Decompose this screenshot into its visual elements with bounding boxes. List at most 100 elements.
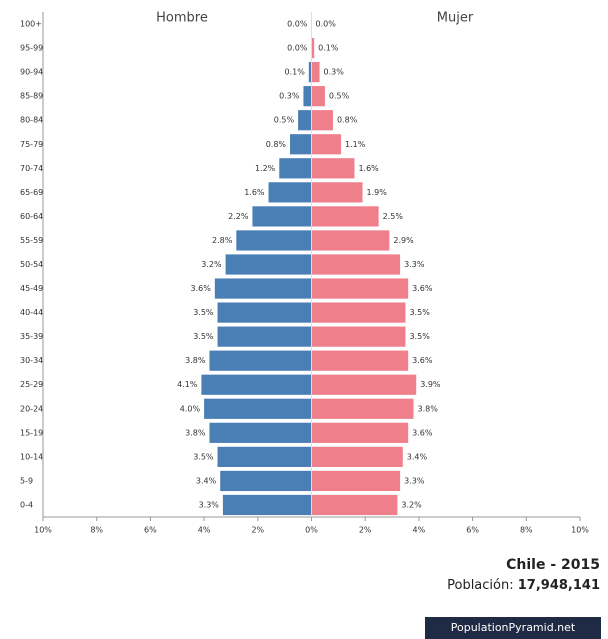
- value-label: 3.3%: [404, 260, 425, 269]
- bar: [209, 422, 312, 443]
- value-label: 0.3%: [279, 92, 300, 101]
- source: PopulationPyramid.net: [451, 621, 576, 634]
- y-tick-label: 65-69: [20, 188, 43, 197]
- bar: [311, 134, 342, 155]
- value-label: 3.5%: [193, 308, 214, 317]
- bar: [311, 494, 398, 516]
- y-tick-label: 40-44: [20, 308, 43, 317]
- x-tick-label: 2%: [251, 526, 264, 535]
- bar: [311, 398, 414, 419]
- x-tick-label: 4%: [198, 526, 211, 535]
- value-label: 0.0%: [287, 44, 308, 53]
- value-label: 3.6%: [412, 428, 433, 437]
- value-label: 3.4%: [196, 476, 217, 485]
- bar: [311, 206, 379, 227]
- y-tick-label: 85-89: [20, 92, 43, 101]
- population-value: 17,948,141: [518, 578, 600, 593]
- value-label: 1.6%: [244, 188, 265, 197]
- value-label: 2.5%: [383, 212, 404, 221]
- y-tick-label: 20-24: [20, 404, 43, 413]
- bar: [217, 326, 312, 347]
- bar: [303, 86, 312, 107]
- bar: [222, 494, 312, 516]
- x-tick-label: 0%: [305, 526, 318, 535]
- y-tick-label: 80-84: [20, 116, 43, 125]
- bar: [311, 470, 401, 492]
- x-tick-label: 8%: [520, 526, 533, 535]
- y-tick-label: 0-4: [20, 500, 33, 509]
- value-label: 3.5%: [193, 332, 214, 341]
- y-tick-label: 100+: [20, 20, 42, 29]
- bar: [311, 158, 355, 179]
- y-tick-label: 75-79: [20, 140, 43, 149]
- value-label: 0.0%: [316, 20, 337, 29]
- x-tick-label: 8%: [90, 526, 103, 535]
- value-label: 3.3%: [404, 476, 425, 485]
- bar: [311, 62, 320, 83]
- value-label: 1.6%: [358, 164, 379, 173]
- bar: [311, 374, 417, 395]
- value-label: 3.5%: [409, 332, 430, 341]
- bar: [220, 470, 312, 492]
- value-label: 4.0%: [180, 404, 201, 413]
- legend-left: Hombre: [156, 11, 208, 26]
- y-tick-label: 30-34: [20, 356, 43, 365]
- bar: [268, 182, 312, 203]
- bar: [311, 230, 390, 251]
- value-label: 4.1%: [177, 380, 198, 389]
- bar: [311, 182, 363, 203]
- y-tick-label: 10-14: [20, 452, 43, 461]
- population-label: Población:: [447, 578, 514, 593]
- value-label: 3.4%: [407, 452, 428, 461]
- value-label: 1.9%: [367, 188, 388, 197]
- bar: [225, 254, 312, 275]
- population: Población: 17,948,141: [447, 578, 600, 593]
- bar: [311, 446, 403, 467]
- y-tick-label: 60-64: [20, 212, 43, 221]
- y-tick-label: 35-39: [20, 332, 43, 341]
- value-label: 2.9%: [393, 236, 414, 245]
- source-badge: [425, 617, 601, 639]
- chart-title: Chile - 2015: [506, 557, 600, 573]
- y-tick-label: 25-29: [20, 380, 43, 389]
- y-tick-label: 90-94: [20, 68, 43, 77]
- value-label: 3.8%: [418, 404, 439, 413]
- y-tick-label: 55-59: [20, 236, 43, 245]
- value-label: 3.5%: [193, 452, 214, 461]
- value-label: 3.8%: [185, 428, 206, 437]
- value-label: 3.2%: [201, 260, 222, 269]
- value-label: 0.3%: [324, 68, 345, 77]
- bar: [311, 86, 325, 107]
- bar: [279, 158, 312, 179]
- value-label: 0.0%: [287, 20, 308, 29]
- value-label: 0.5%: [329, 92, 350, 101]
- value-label: 3.3%: [199, 500, 220, 509]
- x-tick-label: 10%: [34, 526, 52, 535]
- value-label: 0.5%: [274, 116, 295, 125]
- x-tick-label: 4%: [413, 526, 426, 535]
- value-label: 3.2%: [401, 500, 422, 509]
- x-tick-label: 2%: [359, 526, 372, 535]
- bar: [204, 398, 312, 419]
- bar: [311, 37, 315, 59]
- bar: [311, 326, 406, 347]
- bar: [217, 446, 312, 467]
- value-label: 1.1%: [345, 140, 366, 149]
- value-label: 2.8%: [212, 236, 233, 245]
- bar: [214, 278, 312, 299]
- legend-right: Mujer: [437, 11, 474, 26]
- bar: [236, 230, 312, 251]
- bar: [290, 134, 312, 155]
- value-label: 3.9%: [420, 380, 441, 389]
- bar: [311, 110, 333, 131]
- bar: [252, 206, 312, 227]
- bar: [311, 302, 406, 323]
- y-tick-label: 95-99: [20, 44, 43, 53]
- bar: [201, 374, 312, 395]
- bar: [311, 350, 409, 371]
- x-tick-label: 10%: [571, 526, 589, 535]
- bar: [298, 110, 312, 131]
- bar: [311, 278, 409, 299]
- x-tick-label: 6%: [144, 526, 157, 535]
